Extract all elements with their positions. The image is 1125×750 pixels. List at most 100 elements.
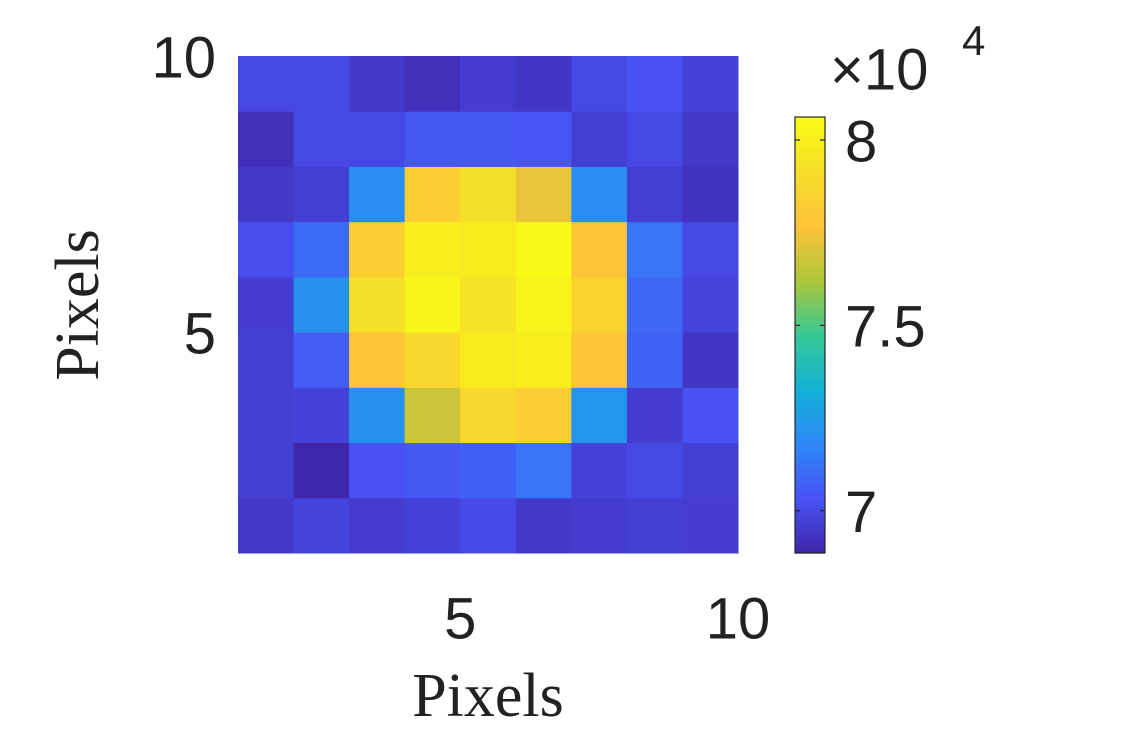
colorbar-swatch xyxy=(795,146,825,151)
heatmap-cell xyxy=(349,497,406,554)
colorbar-swatch xyxy=(795,523,825,529)
colorbar-swatch xyxy=(795,258,825,263)
heatmap-cell xyxy=(626,442,683,499)
heatmap-cell xyxy=(682,166,739,223)
heatmap-cell xyxy=(571,111,628,167)
colorbar-swatch xyxy=(795,335,825,340)
colorbar-swatch xyxy=(795,469,825,474)
colorbar-swatch xyxy=(795,222,825,227)
heatmap-cell xyxy=(682,221,739,278)
heatmap-cell xyxy=(460,276,517,333)
colorbar-swatch xyxy=(795,393,825,398)
colorbar-swatch xyxy=(795,516,825,521)
heatmap-cell xyxy=(682,442,739,499)
colorbar-swatch xyxy=(795,135,825,140)
heatmap-cell xyxy=(460,111,517,167)
x-tick-label: 5 xyxy=(444,586,476,651)
colorbar-swatch xyxy=(795,124,825,129)
heatmap-cell xyxy=(404,497,461,554)
heatmap-cell xyxy=(682,387,739,444)
colorbar-swatch xyxy=(795,374,825,380)
colorbar-swatch xyxy=(795,171,825,176)
colorbar-swatch xyxy=(795,491,825,496)
colorbar-swatch xyxy=(795,153,825,158)
colorbar-swatch xyxy=(795,545,825,550)
heatmap-cell xyxy=(404,387,461,444)
heatmap-cell xyxy=(404,276,461,333)
colorbar-swatch xyxy=(795,465,825,471)
colorbar-swatch xyxy=(795,164,825,169)
colorbar-swatch xyxy=(795,291,825,296)
y-axis-label: Pixels xyxy=(44,229,112,381)
colorbar-swatch xyxy=(795,284,825,289)
heatmap-cell xyxy=(682,497,739,554)
heatmap-cell xyxy=(626,56,683,112)
colorbar-swatch xyxy=(795,367,825,372)
heatmap-cell xyxy=(293,387,350,444)
colorbar-swatch xyxy=(795,513,825,518)
colorbar-swatch xyxy=(795,280,825,285)
colorbar-swatch xyxy=(795,447,825,452)
colorbar-frame xyxy=(794,116,826,554)
colorbar-swatch xyxy=(795,338,825,343)
colorbar-swatch xyxy=(795,131,825,136)
colorbar-swatch xyxy=(795,218,825,223)
colorbar-swatch xyxy=(795,414,825,420)
heatmap-cell xyxy=(238,221,295,278)
colorbar-exponent: 4 xyxy=(962,17,985,64)
heatmap-cell xyxy=(626,111,683,167)
colorbar-swatch xyxy=(795,182,825,187)
heatmap-cell xyxy=(404,221,461,278)
colorbar-swatch xyxy=(795,454,825,460)
heatmap-cell xyxy=(293,56,350,112)
heatmap-cell xyxy=(515,387,572,444)
colorbar-swatch xyxy=(795,385,825,391)
colorbar-swatch xyxy=(795,189,825,194)
heatmap-cell xyxy=(404,111,461,167)
colorbar-swatch xyxy=(795,480,825,485)
colorbar-tick-label: 7 xyxy=(845,480,877,545)
colorbar-swatch xyxy=(795,200,825,205)
heatmap-cell xyxy=(349,387,406,444)
colorbar-swatch xyxy=(795,127,825,133)
heatmap-cell xyxy=(349,166,406,223)
colorbar-swatch xyxy=(795,462,825,467)
heatmap-cell xyxy=(515,442,572,499)
colorbar-swatch xyxy=(795,316,825,322)
colorbar-swatch xyxy=(795,295,825,300)
colorbar-swatch xyxy=(795,396,825,401)
colorbar-swatch xyxy=(795,404,825,409)
colorbar-swatch xyxy=(795,509,825,514)
heatmap-cell xyxy=(460,387,517,444)
colorbar-swatch xyxy=(795,207,825,213)
colorbar-multiplier: ×10 xyxy=(830,37,928,102)
colorbar-swatch xyxy=(795,226,825,231)
heatmap-cell xyxy=(571,276,628,333)
heatmap-cell xyxy=(626,332,683,388)
colorbar-swatch xyxy=(795,487,825,492)
colorbar-swatch xyxy=(795,320,825,325)
colorbar-swatch xyxy=(795,298,825,303)
heatmap-cell xyxy=(293,221,350,278)
colorbar-swatch xyxy=(795,411,825,416)
colorbar-swatch xyxy=(795,483,825,489)
colorbar-swatch xyxy=(795,433,825,438)
colorbar-swatch xyxy=(795,193,825,198)
heatmap-cell xyxy=(515,166,572,223)
colorbar-swatch xyxy=(795,117,825,122)
heatmap-cell xyxy=(349,332,406,388)
colorbar-swatch xyxy=(795,229,825,234)
colorbar-swatch xyxy=(795,407,825,412)
heatmap-cell xyxy=(571,442,628,499)
colorbar-swatch xyxy=(795,196,825,202)
heatmap-cell xyxy=(515,276,572,333)
heatmap-cell xyxy=(404,56,461,112)
heatmap-cell xyxy=(293,497,350,554)
colorbar-swatch xyxy=(795,156,825,162)
colorbar-swatch xyxy=(795,167,825,173)
heatmap-cell xyxy=(238,442,295,499)
colorbar-swatch xyxy=(795,542,825,547)
colorbar-swatch xyxy=(795,342,825,347)
heatmap-cell xyxy=(460,221,517,278)
heatmap-cell xyxy=(460,56,517,112)
